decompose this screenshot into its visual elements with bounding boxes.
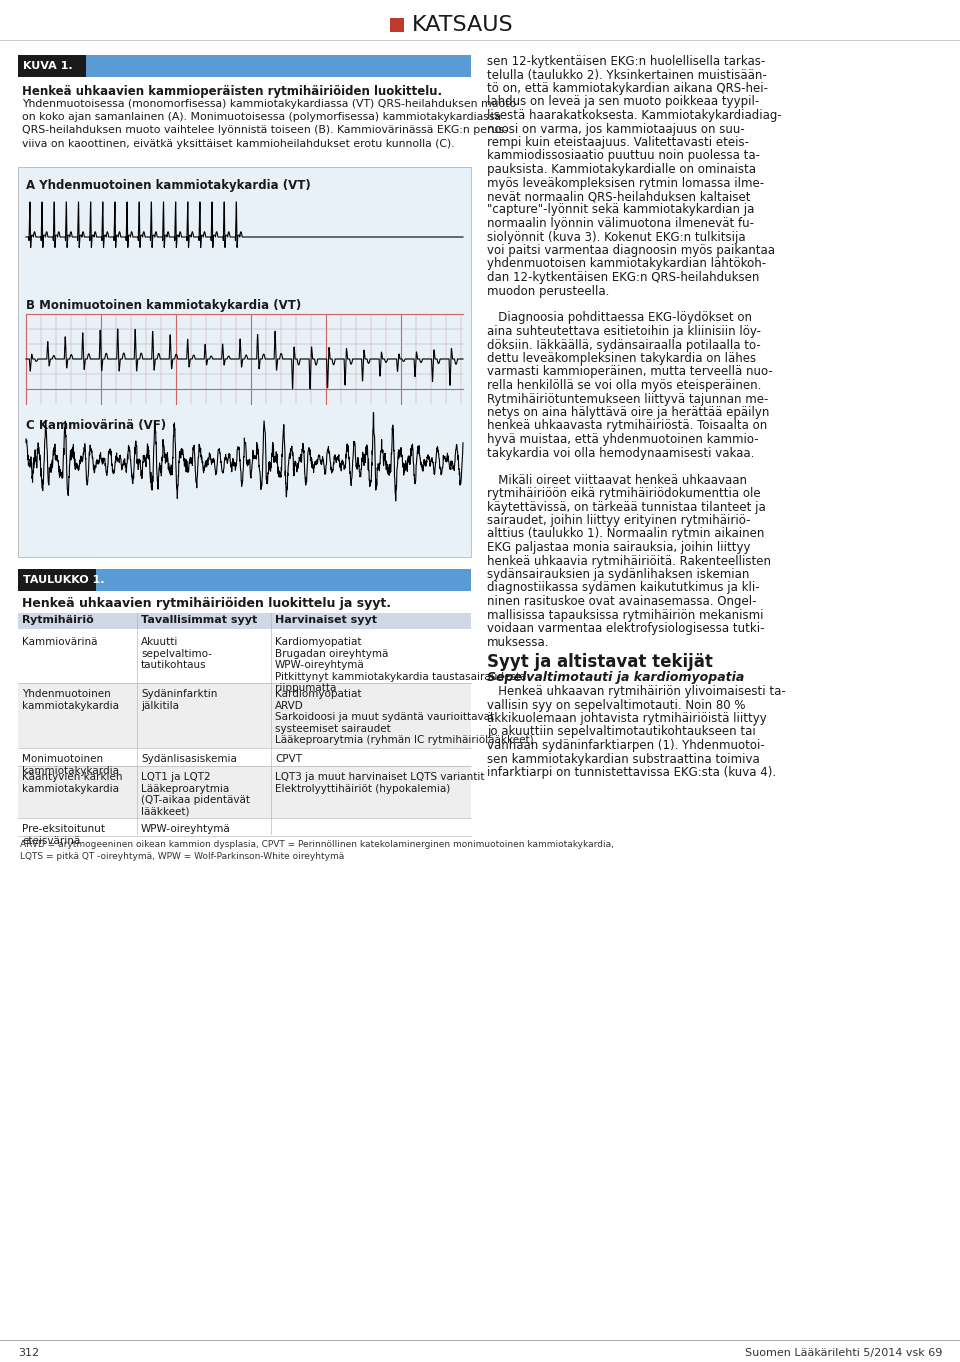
Text: äkkikuolemaan johtavista rytmihäiriöistä liittyy: äkkikuolemaan johtavista rytmihäiriöistä… bbox=[487, 712, 767, 725]
Text: CPVT: CPVT bbox=[275, 755, 302, 764]
Text: netys on aina hälyttävä oire ja herättää epäilyn: netys on aina hälyttävä oire ja herättää… bbox=[487, 406, 769, 419]
Text: Rytmihäiriö: Rytmihäiriö bbox=[22, 616, 94, 625]
Text: ARVD = arytmogeeninen oikean kammion dysplasia, CPVT = Perinnöllinen katekolamin: ARVD = arytmogeeninen oikean kammion dys… bbox=[20, 840, 613, 861]
Text: Sydäninfarktin
jälkitila: Sydäninfarktin jälkitila bbox=[141, 689, 217, 711]
Text: telulla (taulukko 2). Yksinkertainen muistisään-: telulla (taulukko 2). Yksinkertainen mui… bbox=[487, 68, 767, 82]
Text: lisestä haarakatkoksesta. Kammiotakykardiadiag-: lisestä haarakatkoksesta. Kammiotakykard… bbox=[487, 109, 781, 123]
Text: infarktiarpi on tunnistettavissa EKG:sta (kuva 4).: infarktiarpi on tunnistettavissa EKG:sta… bbox=[487, 765, 776, 779]
Text: Kardiomyopatiat
Brugadan oireyhtymä
WPW-oireyhtymä
Pitkittynyt kammiotakykardia : Kardiomyopatiat Brugadan oireyhtymä WPW-… bbox=[275, 637, 526, 693]
Text: EKG paljastaa monia sairauksia, joihin liittyy: EKG paljastaa monia sairauksia, joihin l… bbox=[487, 541, 751, 554]
Text: lahdus on leveä ja sen muoto poikkeaa tyypil-: lahdus on leveä ja sen muoto poikkeaa ty… bbox=[487, 95, 759, 109]
Text: diagnostiikassa sydämen kaikututkimus ja kli-: diagnostiikassa sydämen kaikututkimus ja… bbox=[487, 582, 759, 594]
Text: voidaan varmentaa elektrofysiologisessa tutki-: voidaan varmentaa elektrofysiologisessa … bbox=[487, 622, 764, 635]
Text: aina suhteutettava esitietoihin ja kliinisiin löy-: aina suhteutettava esitietoihin ja kliin… bbox=[487, 326, 761, 338]
Text: varmasti kammioperäinen, mutta terveellä nuo-: varmasti kammioperäinen, mutta terveellä… bbox=[487, 365, 773, 379]
Text: sen kammiotakykardian substraattina toimiva: sen kammiotakykardian substraattina toim… bbox=[487, 752, 759, 765]
Text: myös leveäkompleksisen rytmin lomassa ilme-: myös leveäkompleksisen rytmin lomassa il… bbox=[487, 177, 764, 189]
Text: vanhaan sydäninfarktiarpen (1). Yhdenmuotoi-: vanhaan sydäninfarktiarpen (1). Yhdenmuo… bbox=[487, 740, 765, 752]
Text: henkeä uhkaavia rytmihäiriöitä. Rakenteellisten: henkeä uhkaavia rytmihäiriöitä. Rakentee… bbox=[487, 554, 771, 568]
Text: Kammiovärinä: Kammiovärinä bbox=[22, 637, 98, 647]
Text: B Monimuotoinen kammiotakykardia (VT): B Monimuotoinen kammiotakykardia (VT) bbox=[26, 300, 301, 312]
Text: pauksista. Kammiotakykardialle on ominaista: pauksista. Kammiotakykardialle on ominai… bbox=[487, 163, 756, 176]
Text: rempi kuin eteistaajuus. Valitettavasti eteis-: rempi kuin eteistaajuus. Valitettavasti … bbox=[487, 136, 749, 148]
Text: Henkeä uhkaavien rytmihäiriöiden luokittelu ja syyt.: Henkeä uhkaavien rytmihäiriöiden luokitt… bbox=[22, 597, 391, 610]
Text: rytmihäiriöön eikä rytmihäiriödokumenttia ole: rytmihäiriöön eikä rytmihäiriödokumentti… bbox=[487, 488, 760, 500]
Bar bbox=[18, 631, 471, 682]
Text: Kääntyvien kärkien
kammiotakykardia: Kääntyvien kärkien kammiotakykardia bbox=[22, 772, 123, 794]
Text: vallisin syy on sepelvaltimotauti. Noin 80 %: vallisin syy on sepelvaltimotauti. Noin … bbox=[487, 699, 746, 711]
Text: Monimuotoinen
kammiotakykardia: Monimuotoinen kammiotakykardia bbox=[22, 755, 119, 775]
Bar bbox=[18, 54, 86, 78]
Text: jo akuuttiin sepelvaltimotautikohtaukseen tai: jo akuuttiin sepelvaltimotautikohtauksee… bbox=[487, 726, 756, 738]
Text: KUVA 1.: KUVA 1. bbox=[23, 61, 73, 71]
Text: C Kammiovärinä (VF): C Kammiovärinä (VF) bbox=[26, 419, 166, 432]
Text: mallisissa tapauksissa rytmihäiriön mekanismi: mallisissa tapauksissa rytmihäiriön meka… bbox=[487, 609, 763, 621]
Text: henkeä uhkaavasta rytmihäiriöstä. Toisaalta on: henkeä uhkaavasta rytmihäiriöstä. Toisaa… bbox=[487, 419, 767, 433]
Bar bbox=[18, 819, 471, 836]
Text: dettu leveäkompleksinen takykardia on lähes: dettu leveäkompleksinen takykardia on lä… bbox=[487, 351, 756, 365]
Text: WPW-oireyhtymä: WPW-oireyhtymä bbox=[141, 824, 230, 834]
Text: döksiin. Iäkkäällä, sydänsairaalla potilaalla to-: döksiin. Iäkkäällä, sydänsairaalla potil… bbox=[487, 339, 760, 351]
Bar bbox=[390, 18, 404, 31]
Text: Yhdenmuotoinen
kammiotakykardia: Yhdenmuotoinen kammiotakykardia bbox=[22, 689, 119, 711]
Bar bbox=[18, 748, 471, 765]
Bar bbox=[18, 765, 471, 819]
Bar bbox=[18, 168, 471, 557]
Text: Syyt ja altistavat tekijät: Syyt ja altistavat tekijät bbox=[487, 652, 713, 671]
Text: Yhdenmuotoisessa (monomorfisessa) kammiotakykardiassa (VT) QRS-heilahduksen muot: Yhdenmuotoisessa (monomorfisessa) kammio… bbox=[22, 99, 516, 148]
Text: Diagnoosia pohdittaessa EKG-löydökset on: Diagnoosia pohdittaessa EKG-löydökset on bbox=[487, 312, 752, 324]
Text: Rytmihäiriötuntemukseen liittyvä tajunnan me-: Rytmihäiriötuntemukseen liittyvä tajunna… bbox=[487, 392, 768, 406]
Text: 312: 312 bbox=[18, 1348, 39, 1358]
Text: Henkeä uhkaavan rytmihäiriön ylivoimaisesti ta-: Henkeä uhkaavan rytmihäiriön ylivoimaise… bbox=[487, 685, 785, 697]
Text: voi paitsi varmentaa diagnoosin myös paikantaa: voi paitsi varmentaa diagnoosin myös pai… bbox=[487, 244, 775, 257]
Text: KATSAUS: KATSAUS bbox=[412, 15, 514, 35]
Text: Sepelvaltimotauti ja kardiomyopatia: Sepelvaltimotauti ja kardiomyopatia bbox=[487, 671, 744, 684]
Text: Suomen Lääkärilehti 5/2014 vsk 69: Suomen Lääkärilehti 5/2014 vsk 69 bbox=[745, 1348, 942, 1358]
Text: muksessa.: muksessa. bbox=[487, 636, 549, 648]
Text: rella henkilöllä se voi olla myös eteisperäinen.: rella henkilöllä se voi olla myös eteisp… bbox=[487, 379, 761, 392]
Text: Mikäli oireet viittaavat henkeä uhkaavaan: Mikäli oireet viittaavat henkeä uhkaavaa… bbox=[487, 474, 747, 486]
Text: dan 12-kytkentäisen EKG:n QRS-heilahduksen: dan 12-kytkentäisen EKG:n QRS-heilahduks… bbox=[487, 271, 759, 285]
Text: LQT1 ja LQT2
Lääkeproarytmia
(QT-aikaa pidentävät
lääkkeet): LQT1 ja LQT2 Lääkeproarytmia (QT-aikaa p… bbox=[141, 772, 250, 817]
Bar bbox=[18, 168, 471, 557]
Text: käytettävissä, on tärkeää tunnistaa tilanteet ja: käytettävissä, on tärkeää tunnistaa tila… bbox=[487, 500, 766, 513]
Text: LQT3 ja muut harvinaiset LQTS variantit
Elektrolyyttihäiriöt (hypokalemia): LQT3 ja muut harvinaiset LQTS variantit … bbox=[275, 772, 485, 794]
Text: siolyönnit (kuva 3). Kokenut EKG:n tulkitsija: siolyönnit (kuva 3). Kokenut EKG:n tulki… bbox=[487, 230, 746, 244]
Text: Akuutti
sepelvaltimo-
tautikohtaus: Akuutti sepelvaltimo- tautikohtaus bbox=[141, 637, 212, 670]
Text: muodon perusteella.: muodon perusteella. bbox=[487, 285, 610, 297]
Text: sen 12-kytkentäisen EKG:n huolellisella tarkas-: sen 12-kytkentäisen EKG:n huolellisella … bbox=[487, 54, 765, 68]
Text: Tavallisimmat syyt: Tavallisimmat syyt bbox=[141, 616, 257, 625]
Bar bbox=[18, 569, 471, 591]
Text: kammiodissosiaatio puuttuu noin puolessa ta-: kammiodissosiaatio puuttuu noin puolessa… bbox=[487, 150, 760, 162]
Text: tö on, että kammiotakykardian aikana QRS-hei-: tö on, että kammiotakykardian aikana QRS… bbox=[487, 82, 768, 95]
Text: "capture"-lyönnit sekä kammiotakykardian ja: "capture"-lyönnit sekä kammiotakykardian… bbox=[487, 203, 755, 217]
Text: Kardiomyopatiat
ARVD
Sarkoidoosi ja muut sydäntä vaurioittavat
systeemiset saira: Kardiomyopatiat ARVD Sarkoidoosi ja muut… bbox=[275, 689, 534, 745]
Text: Harvinaiset syyt: Harvinaiset syyt bbox=[275, 616, 377, 625]
Text: sydänsairauksien ja sydänlihaksen iskemian: sydänsairauksien ja sydänlihaksen iskemi… bbox=[487, 568, 750, 582]
Bar bbox=[18, 569, 96, 591]
Text: Sydänlisasiskemia: Sydänlisasiskemia bbox=[141, 755, 237, 764]
Text: ninen rasituskoe ovat avainasemassa. Ongel-: ninen rasituskoe ovat avainasemassa. Ong… bbox=[487, 595, 756, 607]
Text: noosi on varma, jos kammiotaajuus on suu-: noosi on varma, jos kammiotaajuus on suu… bbox=[487, 123, 745, 135]
Text: nevät normaalin QRS-heilahduksen kaltaiset: nevät normaalin QRS-heilahduksen kaltais… bbox=[487, 191, 751, 203]
Text: sairaudet, joihin liittyy erityinen rytmihäiriö-: sairaudet, joihin liittyy erityinen rytm… bbox=[487, 513, 751, 527]
Text: Pre-eksitoitunut
eteisvärinä: Pre-eksitoitunut eteisvärinä bbox=[22, 824, 105, 846]
Text: A Yhdenmuotoinen kammiotakykardia (VT): A Yhdenmuotoinen kammiotakykardia (VT) bbox=[26, 178, 311, 192]
Text: normaalin lyönnin välimuotona ilmenevät fu-: normaalin lyönnin välimuotona ilmenevät … bbox=[487, 217, 754, 230]
Bar bbox=[18, 682, 471, 748]
Text: takykardia voi olla hemodynaamisesti vakaa.: takykardia voi olla hemodynaamisesti vak… bbox=[487, 447, 755, 459]
Text: hyvä muistaa, että yhdenmuotoinen kammio-: hyvä muistaa, että yhdenmuotoinen kammio… bbox=[487, 433, 758, 445]
Text: Henkeä uhkaavien kammioperäisten rytmihäiriöiden luokittelu.: Henkeä uhkaavien kammioperäisten rytmihä… bbox=[22, 84, 443, 98]
Text: yhdenmuotoisen kammiotakykardian lähtökoh-: yhdenmuotoisen kammiotakykardian lähtöko… bbox=[487, 257, 766, 271]
Bar bbox=[18, 613, 471, 629]
Bar bbox=[18, 54, 471, 78]
Text: TAULUKKO 1.: TAULUKKO 1. bbox=[23, 575, 105, 586]
Text: alttius (taulukko 1). Normaalin rytmin aikainen: alttius (taulukko 1). Normaalin rytmin a… bbox=[487, 527, 764, 541]
